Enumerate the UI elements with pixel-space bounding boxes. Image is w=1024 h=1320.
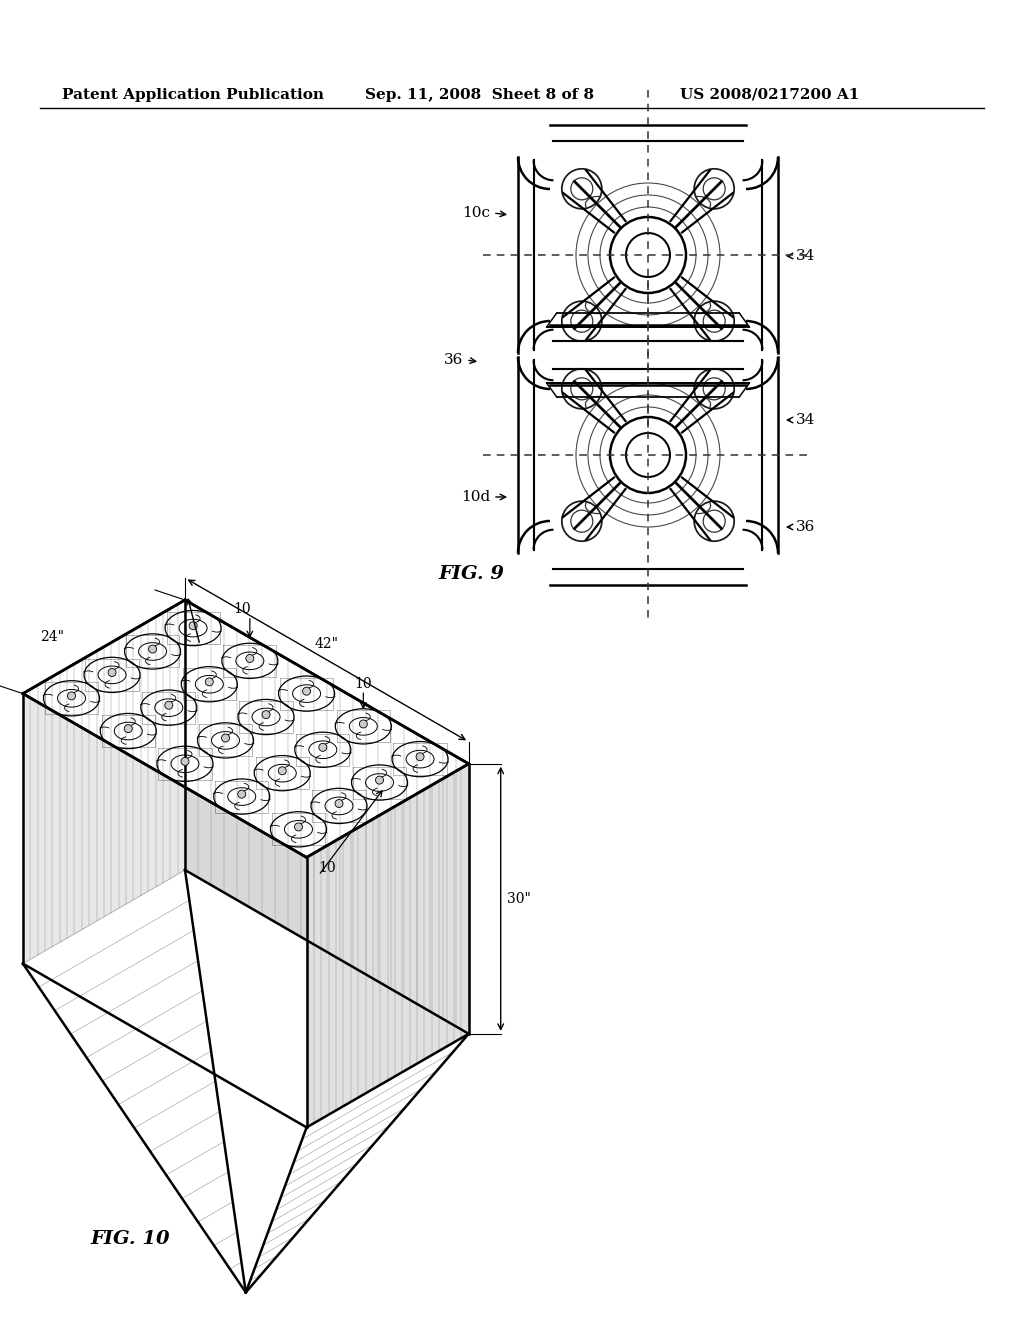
Circle shape <box>246 655 254 663</box>
Circle shape <box>262 710 270 718</box>
Circle shape <box>302 688 310 696</box>
Circle shape <box>238 791 246 799</box>
Text: Patent Application Publication: Patent Application Publication <box>62 88 324 102</box>
Circle shape <box>295 822 302 830</box>
Text: 30": 30" <box>507 892 530 906</box>
Circle shape <box>189 622 197 630</box>
Text: Sep. 11, 2008  Sheet 8 of 8: Sep. 11, 2008 Sheet 8 of 8 <box>365 88 594 102</box>
Text: 10c: 10c <box>462 206 490 220</box>
Circle shape <box>68 692 76 700</box>
Circle shape <box>109 668 116 676</box>
Text: 40: 40 <box>175 624 195 638</box>
Circle shape <box>359 719 368 727</box>
Text: 42": 42" <box>314 636 339 651</box>
Circle shape <box>148 645 157 653</box>
Circle shape <box>221 734 229 742</box>
Circle shape <box>416 752 424 760</box>
Polygon shape <box>23 601 185 964</box>
Text: FIG. 9: FIG. 9 <box>438 565 504 583</box>
Text: US 2008/0217200 A1: US 2008/0217200 A1 <box>680 88 859 102</box>
Text: 24": 24" <box>40 630 63 644</box>
Circle shape <box>181 758 189 766</box>
Text: 34: 34 <box>796 249 815 263</box>
Text: 36: 36 <box>443 352 463 367</box>
Text: 10d: 10d <box>461 490 490 504</box>
Circle shape <box>318 743 327 751</box>
Circle shape <box>124 725 132 733</box>
Polygon shape <box>185 601 469 1034</box>
Text: 10: 10 <box>318 862 336 875</box>
Circle shape <box>335 800 343 808</box>
Text: 10: 10 <box>233 602 251 616</box>
Polygon shape <box>306 764 469 1127</box>
Circle shape <box>279 767 287 775</box>
Circle shape <box>376 776 384 784</box>
Polygon shape <box>23 601 469 858</box>
Text: 34: 34 <box>796 413 815 426</box>
Text: 10: 10 <box>354 677 372 692</box>
Text: 36: 36 <box>796 520 815 535</box>
Circle shape <box>206 678 213 686</box>
Circle shape <box>165 701 173 709</box>
Text: FIG. 10: FIG. 10 <box>90 1230 170 1247</box>
